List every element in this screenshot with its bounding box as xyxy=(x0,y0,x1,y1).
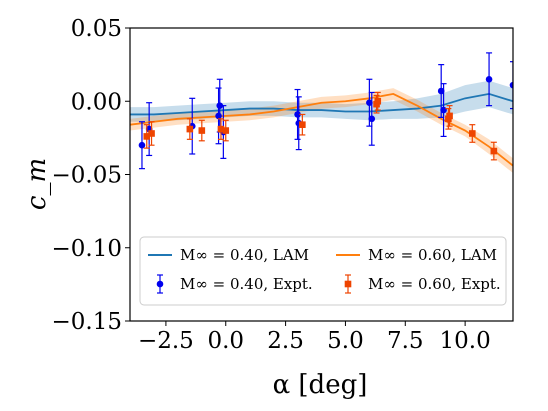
legend-label: M∞ = 0.60, LAM xyxy=(368,246,497,264)
data-point-2-12 xyxy=(485,52,493,107)
legend: M∞ = 0.40, LAM M∞ = 0.40, Expt. M∞ = 0.60,… xyxy=(139,236,507,306)
data-point-3-10 xyxy=(446,105,453,127)
x-axis-ticks: −2.5 0.0 2.5 5.0 7.5 10.0 xyxy=(138,321,491,354)
y-tick-label: 0.00 xyxy=(71,89,122,115)
data-point-3-2 xyxy=(186,118,194,140)
x-tick-label: 0.0 xyxy=(207,328,244,354)
x-axis-label: α [deg] xyxy=(273,370,368,400)
data-point-3-6 xyxy=(299,113,306,136)
legend-entry-1: M∞ = 0.40, Expt. xyxy=(156,274,313,294)
y-tick-label: −0.05 xyxy=(52,163,122,189)
y-axis-label: c_m xyxy=(22,158,52,210)
y-tick-label: −0.15 xyxy=(52,309,122,335)
data-point-2-13 xyxy=(509,61,513,110)
data-point-2-9 xyxy=(368,91,376,146)
x-tick-label: 10.0 xyxy=(440,328,491,354)
y-tick-label: 0.05 xyxy=(71,16,122,42)
data-point-3-3 xyxy=(198,119,206,142)
y-axis-ticks: 0.05 0.00 −0.05 −0.10 −0.15 xyxy=(52,16,130,335)
legend-label: M∞ = 0.40, LAM xyxy=(180,246,309,264)
data-point-2-0 xyxy=(138,121,146,170)
experiment-points xyxy=(138,52,513,170)
data-point-3-0 xyxy=(143,124,151,149)
data-point-3-1 xyxy=(148,121,155,146)
legend-entry-2: M∞ = 0.60, LAM xyxy=(336,246,497,264)
x-tick-label: −2.5 xyxy=(138,328,194,354)
legend-entry-3: M∞ = 0.60, Expt. xyxy=(344,274,501,294)
legend-label: M∞ = 0.40, Expt. xyxy=(180,275,313,293)
data-point-2-11 xyxy=(440,83,447,138)
x-tick-label: 7.5 xyxy=(387,328,424,354)
data-point-3-4 xyxy=(217,118,225,140)
data-point-3-11 xyxy=(469,124,476,143)
series-line-0 xyxy=(130,93,513,116)
legend-label: M∞ = 0.60, Expt. xyxy=(368,275,501,293)
data-point-3-5 xyxy=(222,119,230,142)
y-tick-label: −0.10 xyxy=(52,236,122,262)
legend-entry-0: M∞ = 0.40, LAM xyxy=(148,246,309,264)
data-point-3-12 xyxy=(490,141,498,161)
x-tick-label: 5.0 xyxy=(327,328,364,354)
legend-box xyxy=(139,236,507,306)
uncertainty-band-0 xyxy=(130,80,513,122)
x-tick-label: 2.5 xyxy=(267,328,304,354)
data-point-3-8 xyxy=(374,91,382,111)
